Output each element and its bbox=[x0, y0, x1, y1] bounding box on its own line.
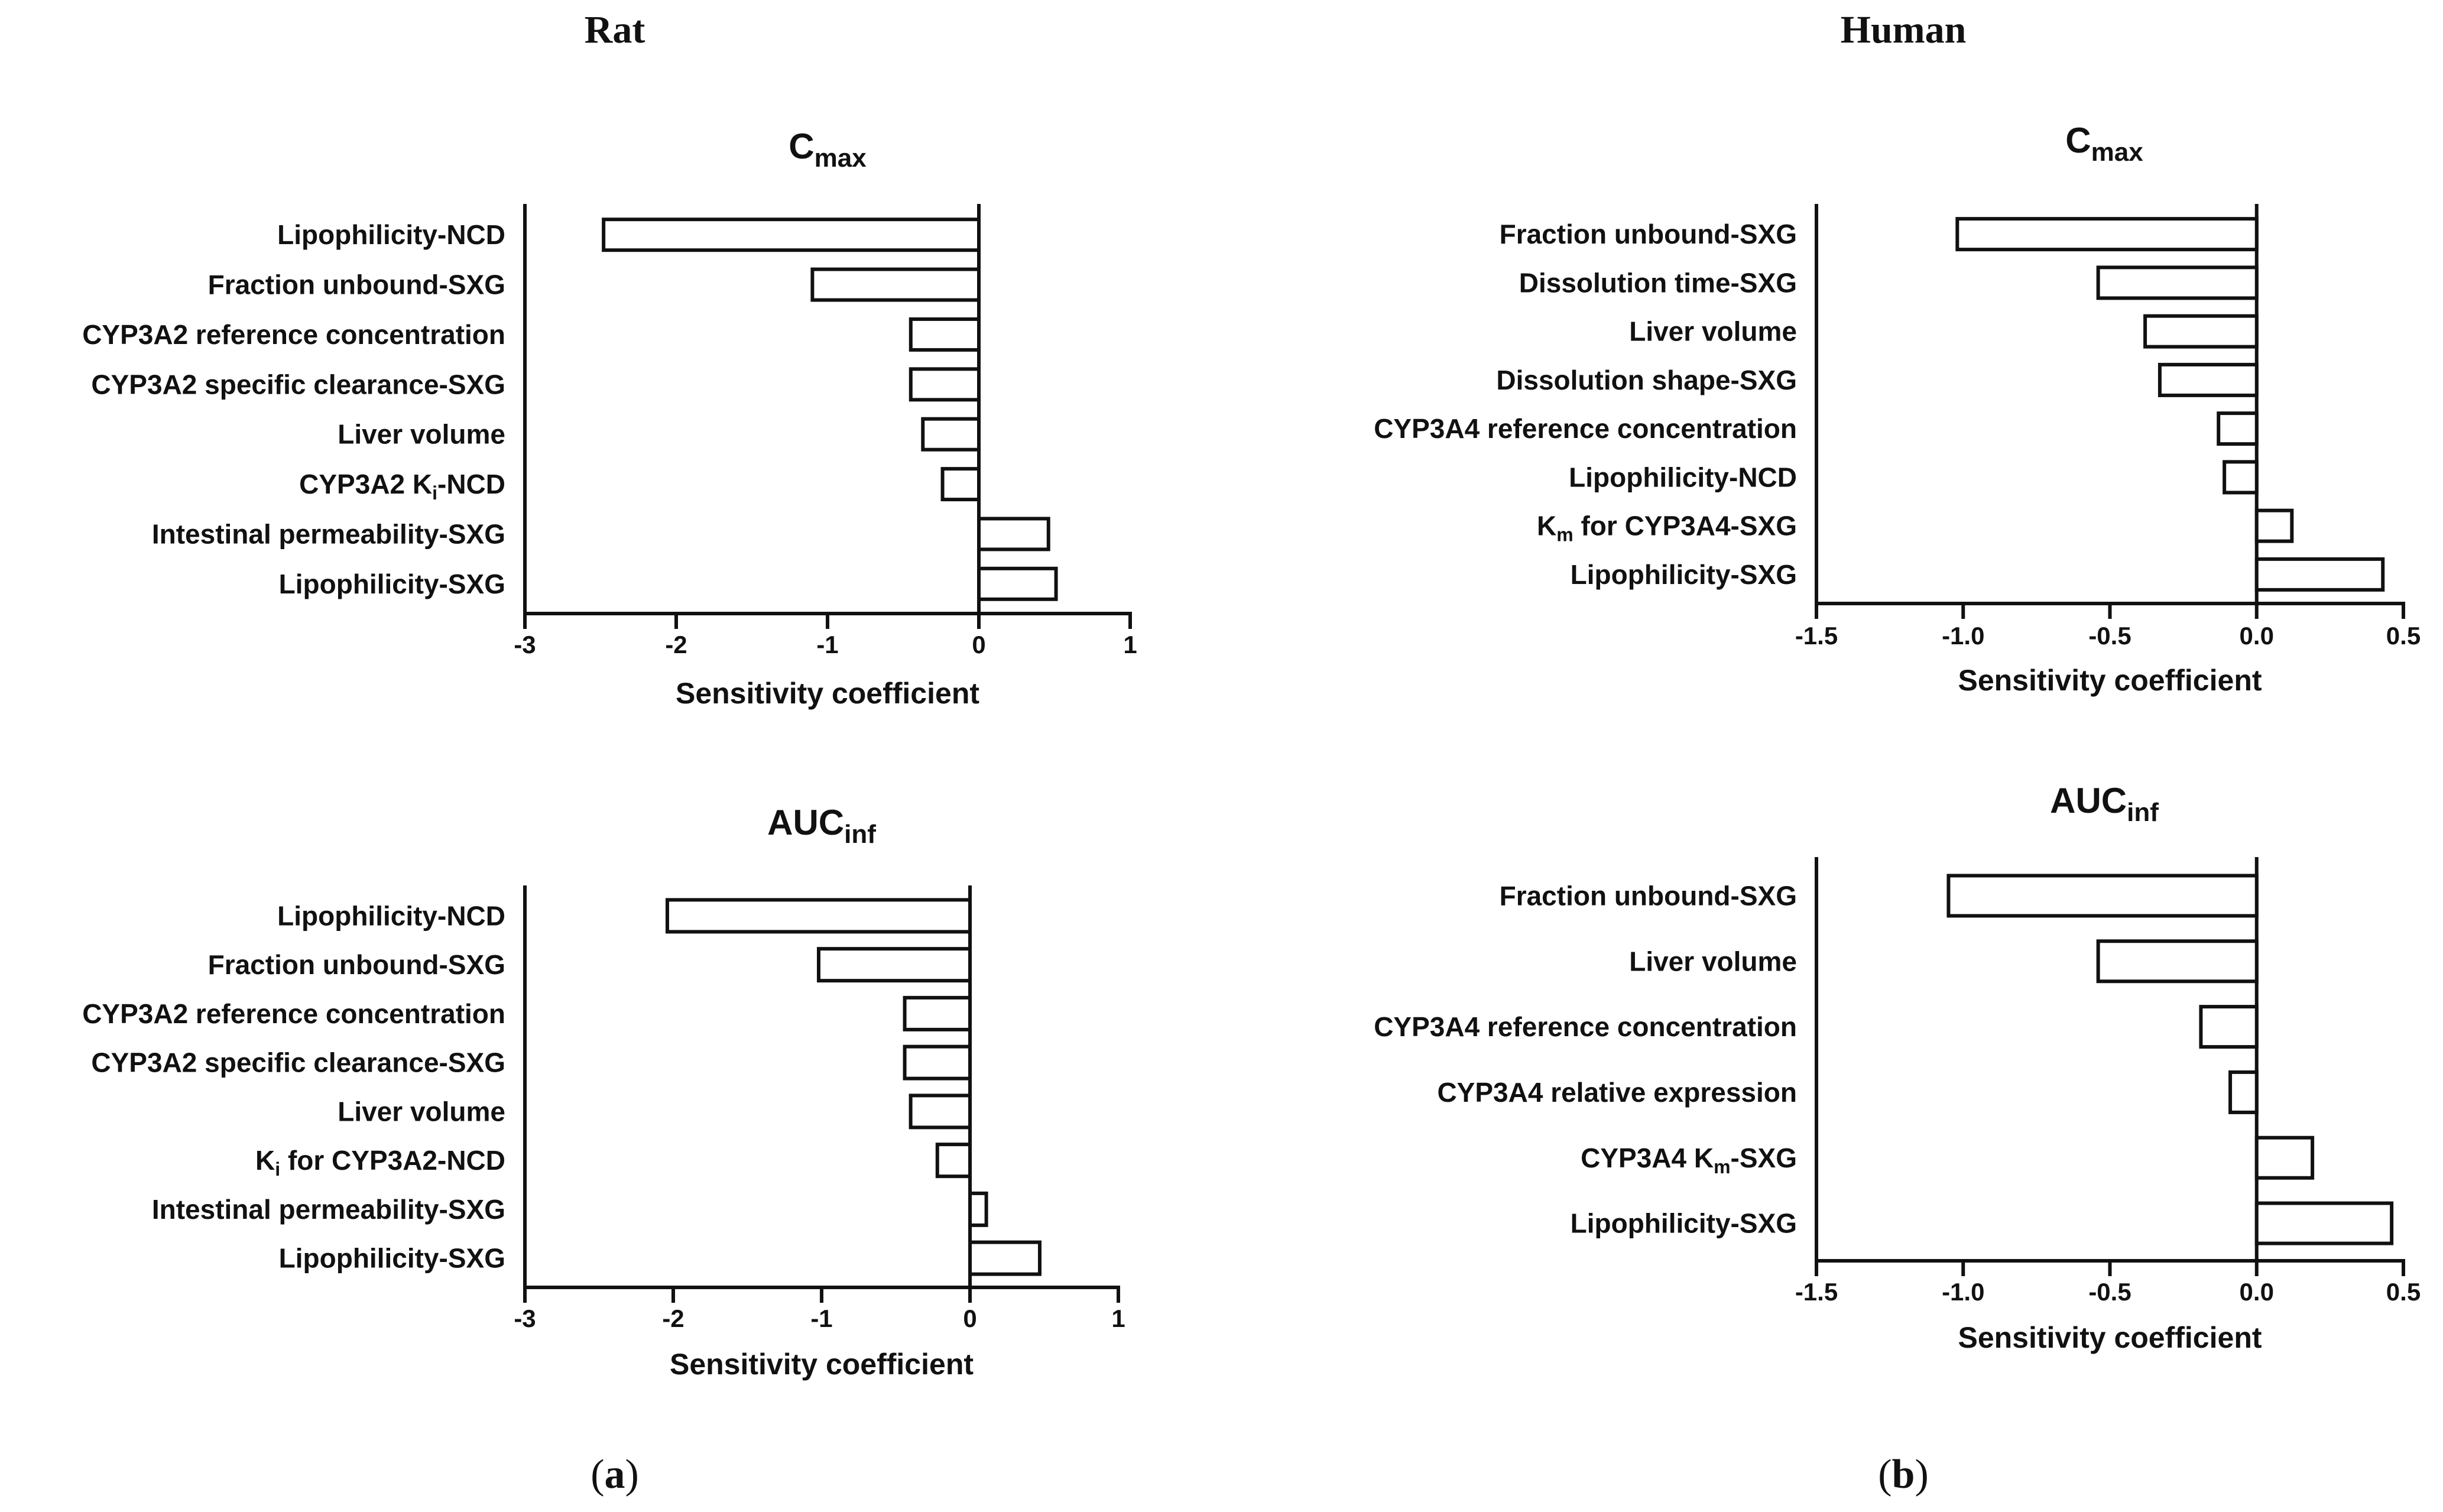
bar bbox=[977, 566, 1058, 601]
category-label: Fraction unbound-SXG bbox=[1500, 880, 1797, 911]
category-label: CYP3A2 reference concentration bbox=[82, 998, 505, 1029]
category-label: Liver volume bbox=[1629, 316, 1797, 347]
category-label: CYP3A2 specific clearance-SXG bbox=[91, 1047, 505, 1078]
bar bbox=[2228, 1070, 2259, 1114]
x-tick-label: -1 bbox=[816, 631, 838, 658]
bar bbox=[602, 218, 981, 252]
bar bbox=[909, 317, 981, 352]
x-tick-label: 1 bbox=[1123, 631, 1137, 658]
category-label: Lipophilicity-SXG bbox=[1571, 1208, 1797, 1239]
rat-auc-chart: AUCinf -3 -2 -1 0 1 Sensitivity coefficient Lip… bbox=[82, 803, 1125, 1381]
x-tick-label: -1.5 bbox=[1795, 1278, 1838, 1306]
category-label: Lipophilicity-NCD bbox=[277, 900, 505, 931]
x-tick-label: -1.0 bbox=[1942, 1278, 1984, 1306]
chart-title: AUCinf bbox=[2050, 781, 2159, 827]
x-tick-label: -1.0 bbox=[1942, 622, 1984, 650]
panel-label-a: (a) bbox=[591, 1452, 639, 1497]
category-label: Lipophilicity-NCD bbox=[277, 219, 505, 250]
bar bbox=[1946, 874, 2259, 918]
category-label: CYP3A4 Km-SXG bbox=[1581, 1143, 1797, 1177]
category-label: Liver volume bbox=[338, 419, 505, 450]
bar bbox=[2254, 557, 2385, 592]
bar bbox=[921, 417, 981, 452]
category-label: CYP3A4 relative expression bbox=[1437, 1077, 1797, 1108]
x-tick-label: 0.0 bbox=[2240, 1278, 2274, 1306]
chart-title: AUCinf bbox=[767, 803, 876, 849]
bar bbox=[665, 898, 972, 934]
bar bbox=[909, 1094, 972, 1130]
bar bbox=[2096, 265, 2259, 300]
x-tick-label: 0.5 bbox=[2386, 622, 2421, 650]
x-tick-label: -3 bbox=[514, 631, 536, 658]
category-label: CYP3A4 reference concentration bbox=[1374, 1011, 1797, 1042]
bar bbox=[909, 367, 981, 402]
x-axis-title: Sensitivity coefficient bbox=[1958, 1321, 2262, 1354]
bar bbox=[2254, 1201, 2394, 1245]
x-tick-label: 0 bbox=[972, 631, 985, 658]
x-axis-title: Sensitivity coefficient bbox=[670, 1348, 974, 1381]
category-label: Dissolution shape-SXG bbox=[1496, 365, 1797, 395]
human-auc-chart: AUCinf -1.5 -1.0 -0.5 0.0 0.5 Sensitivity coef… bbox=[1374, 781, 2421, 1354]
category-label: CYP3A2 Ki-NCD bbox=[299, 469, 505, 504]
x-tick-label: -1 bbox=[810, 1305, 832, 1332]
bar bbox=[968, 1191, 988, 1227]
bar bbox=[2199, 1005, 2259, 1049]
human-cmax-chart: Cmax -1.5 -1.0 -0.5 0.0 0.5 Sensitivity coeffi… bbox=[1374, 121, 2421, 697]
chart-title: Cmax bbox=[789, 126, 867, 173]
panel-label-b: (b) bbox=[1878, 1452, 1929, 1497]
bar bbox=[2096, 939, 2259, 984]
x-tick-label: 1 bbox=[1111, 1305, 1125, 1332]
x-tick-label: -3 bbox=[514, 1305, 536, 1332]
category-label: Dissolution time-SXG bbox=[1519, 267, 1797, 298]
bar bbox=[2158, 362, 2259, 397]
bar bbox=[810, 267, 981, 302]
bar bbox=[2254, 508, 2294, 543]
x-tick-label: -0.5 bbox=[2088, 622, 2131, 650]
bar bbox=[935, 1143, 972, 1179]
category-label: CYP3A2 reference concentration bbox=[82, 319, 505, 350]
x-tick-label: 0.5 bbox=[2386, 1278, 2421, 1306]
bar bbox=[903, 1044, 972, 1081]
bar bbox=[1955, 217, 2259, 252]
x-tick-label: -0.5 bbox=[2088, 1278, 2131, 1306]
category-label: Lipophilicity-SXG bbox=[279, 1243, 505, 1274]
x-tick-label: -2 bbox=[662, 1305, 684, 1332]
bar bbox=[2223, 460, 2259, 495]
bar bbox=[940, 467, 981, 502]
x-tick-label: 0 bbox=[963, 1305, 976, 1332]
panel-heading-rat: Rat bbox=[585, 8, 645, 51]
category-label: Lipophilicity-SXG bbox=[1571, 559, 1797, 590]
category-label: Liver volume bbox=[338, 1096, 505, 1127]
panel-heading-human: Human bbox=[1841, 8, 1967, 51]
bar bbox=[968, 1240, 1042, 1276]
bar bbox=[816, 947, 972, 983]
bar bbox=[2217, 411, 2259, 446]
bar bbox=[977, 517, 1050, 551]
bar bbox=[2254, 1135, 2315, 1180]
x-tick-label: 0.0 bbox=[2240, 622, 2274, 650]
category-label: Lipophilicity-SXG bbox=[279, 569, 505, 599]
bar bbox=[903, 995, 972, 1031]
x-axis-title: Sensitivity coefficient bbox=[1958, 664, 2262, 697]
category-label: Intestinal permeability-SXG bbox=[152, 1194, 505, 1225]
category-label: Lipophilicity-NCD bbox=[1569, 462, 1797, 492]
bar bbox=[2143, 314, 2259, 349]
category-label: CYP3A4 reference concentration bbox=[1374, 413, 1797, 444]
x-axis-title: Sensitivity coefficient bbox=[676, 677, 979, 710]
category-label: Fraction unbound-SXG bbox=[208, 949, 505, 980]
category-label: Fraction unbound-SXG bbox=[208, 270, 505, 300]
category-label: CYP3A2 specific clearance-SXG bbox=[91, 369, 505, 400]
chart-title: Cmax bbox=[2065, 121, 2143, 167]
category-label: Intestinal permeability-SXG bbox=[152, 518, 505, 549]
category-label: Km for CYP3A4-SXG bbox=[1537, 511, 1797, 546]
rat-cmax-chart: Cmax -3 -2 -1 0 1 Sensitivity coefficient Lipop… bbox=[82, 126, 1137, 710]
category-label: Fraction unbound-SXG bbox=[1500, 219, 1797, 249]
x-tick-label: -2 bbox=[665, 631, 687, 658]
x-tick-label: -1.5 bbox=[1795, 622, 1838, 650]
category-label: Ki for CYP3A2-NCD bbox=[255, 1145, 505, 1180]
category-label: Liver volume bbox=[1629, 946, 1797, 976]
